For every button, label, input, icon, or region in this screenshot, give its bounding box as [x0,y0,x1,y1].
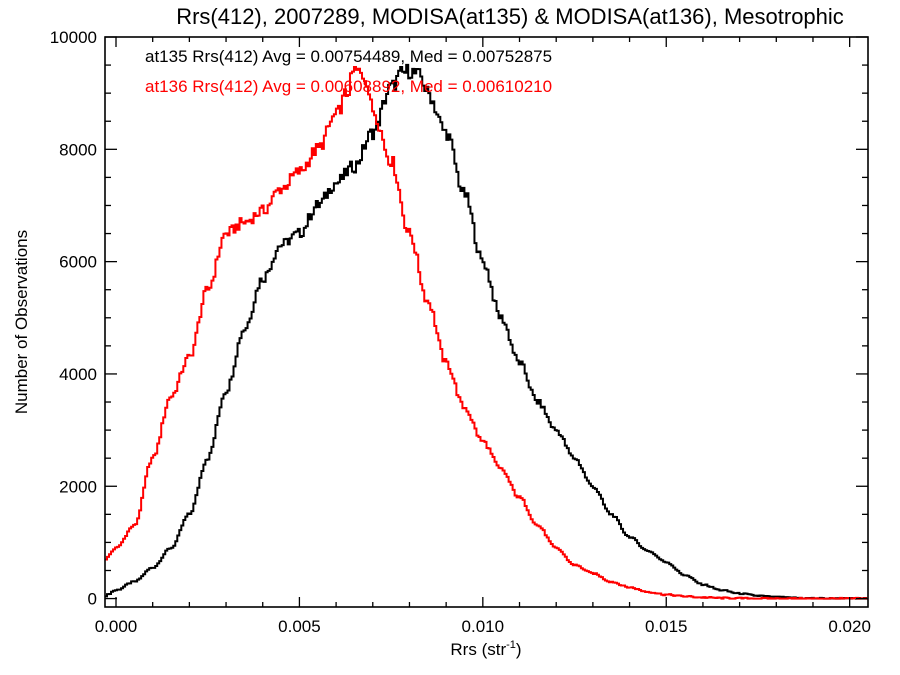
x-tick-label-0: 0.000 [95,617,138,636]
y-axis: 0 2000 4000 6000 8000 10000 [50,28,868,609]
x-tick-label-4: 0.020 [828,617,871,636]
y-axis-title: Number of Observations [12,230,31,414]
y-tick-label-5: 10000 [50,28,97,47]
x-axis: 0.000 0.005 0.010 0.015 0.020 [95,37,871,636]
y-tick-label-2: 4000 [59,365,97,384]
x-tick-label-1: 0.005 [278,617,321,636]
annotation-at135: at135 Rrs(412) Avg = 0.00754489, Med = 0… [145,47,552,66]
y-tick-label-4: 8000 [59,140,97,159]
series-layer [105,63,868,600]
plot-frame [104,36,869,608]
x-axis-title-close: ) [516,640,522,659]
annotation-at136: at136 Rrs(412) Avg = 0.00608892, Med = 0… [145,77,552,96]
series-1-line [105,66,868,600]
x-axis-title-main: Rrs (str [450,640,506,659]
x-tick-label-3: 0.015 [645,617,688,636]
y-tick-label-0: 0 [88,590,97,609]
chart-title: Rrs(412), 2007289, MODISA(at135) & MODIS… [176,4,844,29]
y-tick-label-1: 2000 [59,477,97,496]
series-0-line [105,63,868,600]
x-tick-label-2: 0.010 [462,617,505,636]
x-axis-title-sup: -1 [506,639,516,651]
y-tick-label-3: 6000 [59,253,97,272]
x-axis-title: Rrs (str-1) [450,639,521,659]
